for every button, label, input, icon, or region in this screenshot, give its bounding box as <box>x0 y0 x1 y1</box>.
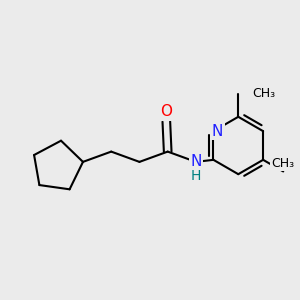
Text: H: H <box>191 169 201 182</box>
Text: CH₃: CH₃ <box>252 87 275 100</box>
Text: O: O <box>160 104 172 119</box>
Text: N: N <box>212 124 223 139</box>
Text: N: N <box>190 154 202 169</box>
Text: CH₃: CH₃ <box>272 157 295 170</box>
